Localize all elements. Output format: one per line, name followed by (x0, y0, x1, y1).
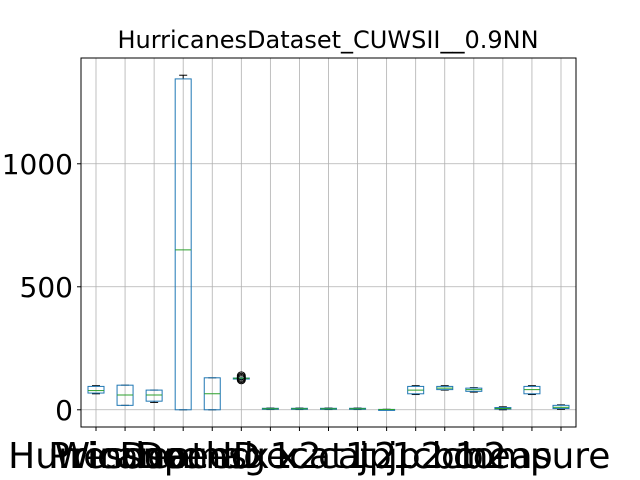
box-10 (378, 408, 396, 411)
x-tick-label: comp (453, 436, 553, 477)
box-6 (261, 407, 279, 411)
x-tick-label: Deaths (119, 436, 247, 477)
box-16 (552, 404, 570, 410)
box-15 (523, 385, 541, 396)
x-tick-label: Pressure (48, 436, 202, 477)
grid-layer (81, 58, 576, 427)
box-1 (116, 384, 134, 406)
y-tick-label: 500 (20, 271, 73, 304)
box-5 (232, 371, 250, 385)
x-tick-label: cb2 (441, 436, 507, 477)
box-2 (145, 389, 163, 403)
box-9 (349, 407, 367, 411)
x-tick-label: cb1 (412, 436, 478, 477)
box-8 (320, 407, 337, 411)
x-tick-label: cat1 (289, 436, 368, 477)
outlier-point (236, 371, 246, 381)
box-iqr (145, 389, 163, 402)
box-7 (290, 407, 308, 411)
chart-title: HurricanesDataset_CUWSII__0.9NN (117, 26, 538, 54)
y-tick-label: 0 (55, 394, 73, 427)
box-14 (494, 406, 512, 411)
x-tick-label: ID (222, 436, 260, 477)
box-iqr (87, 385, 105, 394)
box-12 (436, 385, 454, 391)
x-tick-label: measure (453, 436, 610, 477)
x-tick-label: jp1 (358, 436, 415, 477)
box-layer (87, 74, 570, 411)
box-3 (174, 74, 192, 411)
x-tick-label: Hurricane (8, 436, 184, 477)
x-tick-label: cat2 (318, 436, 397, 477)
y-tick-layer: 0 500 1000 (2, 148, 81, 427)
box-0 (87, 385, 105, 395)
x-tick-label: x1 (248, 436, 292, 477)
box-iqr (174, 78, 192, 411)
x-tick-label: Damage (136, 436, 288, 477)
box-11 (407, 385, 425, 396)
x-tick-layer: HurricanePressureWindspeedDeathsDamageID… (8, 427, 610, 477)
x-tick-label: jp2 (387, 436, 444, 477)
box-4 (203, 377, 221, 411)
y-tick-label: 1000 (2, 148, 73, 181)
x-tick-label: Windspeed (55, 436, 254, 477)
box-13 (465, 387, 483, 393)
x-tick-label: x2 (277, 436, 321, 477)
